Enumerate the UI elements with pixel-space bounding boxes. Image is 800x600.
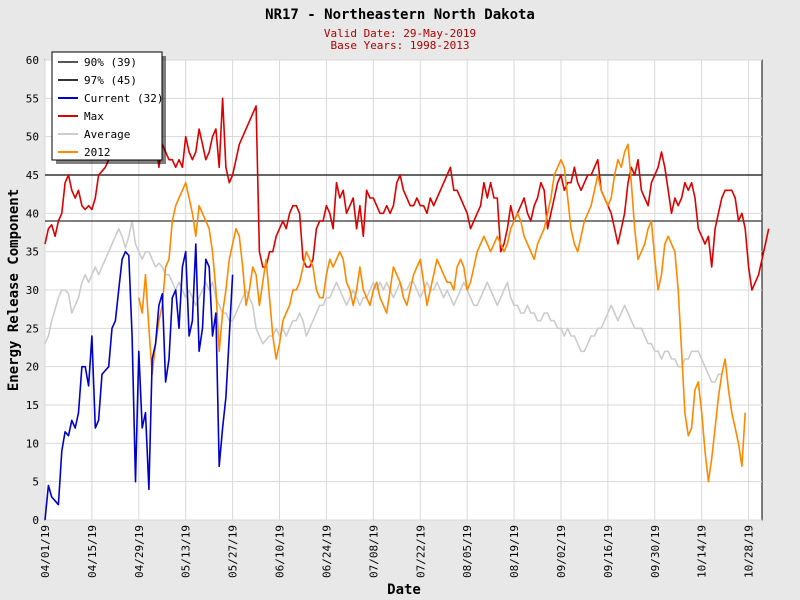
y-tick-label: 0 xyxy=(32,514,39,527)
y-tick-label: 10 xyxy=(26,437,39,450)
legend-label: 97% (45) xyxy=(84,74,137,87)
x-tick-label: 06/24/19 xyxy=(320,525,333,578)
y-tick-label: 60 xyxy=(26,54,39,67)
series-line xyxy=(44,220,722,383)
x-tick-label: 05/27/19 xyxy=(227,525,240,578)
x-tick-label: 04/29/19 xyxy=(133,525,146,578)
x-tick-label: 09/30/19 xyxy=(649,525,662,578)
x-tick-label: 06/10/19 xyxy=(274,525,287,578)
chart-subtitle-base-years: Base Years: 1998-2013 xyxy=(330,39,469,52)
legend-label: Current (32) xyxy=(84,92,163,105)
y-axis-label: Energy Release Component xyxy=(6,189,22,391)
x-axis-label: Date xyxy=(387,582,421,598)
x-tick-label: 09/02/19 xyxy=(555,525,568,578)
y-tick-label: 45 xyxy=(26,169,39,182)
x-tick-label: 04/01/19 xyxy=(39,525,52,578)
x-axis-ticks: 04/01/19 04/15/19 04/29/19 05/13/19 05/27/19… xyxy=(39,525,756,578)
y-tick-label: 15 xyxy=(26,399,39,412)
x-tick-label: 07/22/19 xyxy=(414,525,427,578)
x-tick-label: 10/28/19 xyxy=(743,525,756,578)
y-tick-label: 5 xyxy=(32,476,39,489)
x-tick-label: 08/05/19 xyxy=(461,525,474,578)
x-tick-label: 05/13/19 xyxy=(180,525,193,578)
x-tick-label: 09/16/19 xyxy=(602,525,615,578)
y-tick-label: 20 xyxy=(26,361,39,374)
y-tick-label: 30 xyxy=(26,284,39,297)
legend-label: 90% (39) xyxy=(84,56,137,69)
x-tick-label: 08/19/19 xyxy=(508,525,521,578)
legend: 90% (39) 97% (45) Current (32) Max Average 20… xyxy=(51,51,166,164)
y-tick-label: 35 xyxy=(26,246,39,259)
x-tick-label: 04/15/19 xyxy=(86,525,99,578)
chart-subtitle-valid-date: Valid Date: 29-May-2019 xyxy=(324,27,476,40)
series-line xyxy=(138,143,746,483)
y-tick-label: 40 xyxy=(26,207,39,220)
legend-label: 2012 xyxy=(84,146,111,159)
y-tick-label: 50 xyxy=(26,131,39,144)
y-axis-ticks: 0 5 10 15 20 25 30 35 40 45 50 55 60 xyxy=(26,54,39,527)
y-tick-label: 55 xyxy=(26,92,39,105)
x-tick-label: 07/08/19 xyxy=(367,525,380,578)
legend-label: Max xyxy=(84,110,104,123)
series-line xyxy=(44,243,234,521)
chart-title: NR17 - Northeastern North Dakota xyxy=(265,7,535,23)
x-tick-label: 10/14/19 xyxy=(696,525,709,578)
y-tick-label: 25 xyxy=(26,322,39,335)
legend-label: Average xyxy=(84,128,130,141)
